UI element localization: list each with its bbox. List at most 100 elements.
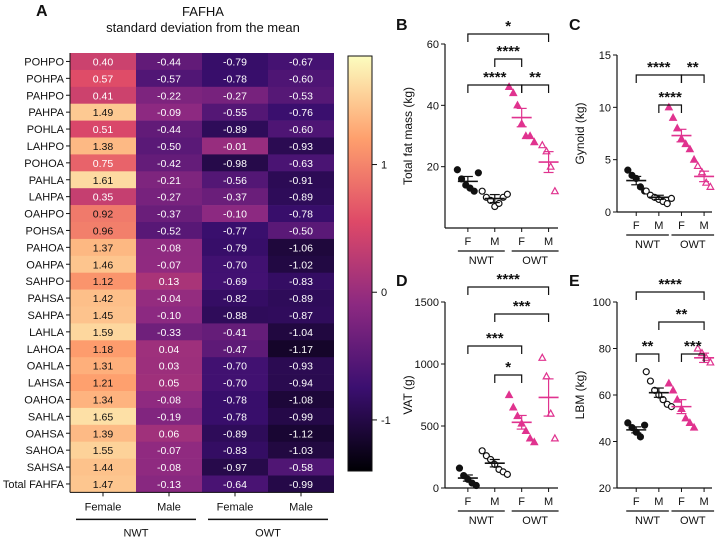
cell-value: -1.02 [289, 259, 313, 271]
data-point [537, 140, 547, 149]
x-tick-label: F [518, 236, 525, 248]
y-tick-label: 15 [599, 50, 611, 62]
cell-value: -0.87 [289, 310, 313, 322]
heatmap-cell [70, 188, 136, 206]
heatmap-cell [202, 255, 268, 273]
heatmap-cell [202, 86, 268, 104]
cell-value: 1.59 [93, 327, 114, 339]
cell-value: -0.53 [289, 90, 313, 102]
heatmap-cell [268, 407, 334, 426]
y-tick-label: 40 [599, 437, 611, 449]
data-point [642, 368, 650, 376]
significance-label: ** [676, 306, 688, 323]
cell-value: -0.60 [289, 124, 313, 136]
cell-value: -0.01 [223, 141, 247, 153]
row-label: Total FAHFA [3, 479, 65, 491]
y-tick-label: 0 [433, 483, 439, 495]
heatmap-cell [202, 188, 268, 206]
cell-value: 1.37 [93, 242, 114, 254]
heatmap-cell [70, 391, 136, 409]
heatmap-cell [268, 238, 334, 257]
row-label: SAHSA [27, 462, 65, 474]
x-tick-label: F [633, 496, 640, 508]
cell-value: -0.50 [289, 225, 313, 237]
significance-label: **** [497, 271, 521, 288]
cell-value: -0.27 [223, 90, 247, 102]
heatmap-cell [202, 340, 268, 358]
data-point [624, 166, 632, 174]
heatmap-cell [202, 222, 268, 240]
y-tick-label: 0 [605, 207, 611, 219]
heatmap-cell [202, 407, 268, 426]
cell-value: -0.08 [157, 242, 181, 254]
heatmap-cell [268, 441, 334, 459]
column-label: Female [217, 501, 254, 513]
panel-letter: B [396, 17, 408, 34]
heatmap-cell [202, 323, 268, 341]
heatmap-cell [70, 475, 136, 493]
cell-value: 0.40 [93, 56, 114, 68]
data-point [478, 447, 486, 455]
heatmap-cell [202, 374, 268, 392]
cell-value: 0.41 [93, 90, 114, 102]
heatmap-cell [136, 69, 202, 88]
heatmap-cell [136, 374, 202, 392]
cell-value: 1.47 [93, 479, 114, 491]
cell-value: 0.92 [93, 209, 114, 221]
heatmap-cell [70, 171, 136, 189]
cell-value: 0.03 [159, 361, 180, 373]
significance-bracket [494, 374, 523, 383]
cell-value: -0.88 [223, 310, 247, 322]
x-tick-label: F [465, 236, 472, 248]
cell-value: -0.44 [157, 124, 181, 136]
data-point [474, 169, 482, 177]
row-label: POHPO [24, 56, 64, 68]
cell-value: -0.99 [289, 411, 313, 423]
significance-bracket [635, 74, 683, 83]
cell-value: 0.06 [159, 428, 180, 440]
data-point [478, 187, 486, 195]
data-point [472, 481, 480, 490]
significance-label: ** [642, 338, 654, 355]
cell-value: 1.12 [93, 276, 114, 288]
significance-label: *** [513, 298, 531, 315]
data-point [521, 426, 531, 435]
group-label: OWT [522, 255, 548, 267]
row-label: POHSA [25, 225, 64, 237]
heatmap-cell [202, 289, 268, 307]
heatmap-cell [136, 441, 202, 459]
heatmap-cell [70, 137, 136, 155]
heatmap-cell [136, 424, 202, 442]
cell-value: -0.91 [289, 175, 313, 187]
cell-value: 0.96 [93, 225, 114, 237]
cell-value: -0.55 [223, 107, 247, 119]
heatmap-cell [202, 441, 268, 459]
heatmap-cell [70, 441, 136, 459]
heatmap-cell [136, 323, 202, 341]
cell-value: -0.56 [223, 175, 247, 187]
heatmap-cell [136, 357, 202, 375]
heatmap-cell [70, 255, 136, 273]
y-axis-label: Gynoid (kg) [573, 102, 587, 164]
significance-label: **** [658, 89, 682, 106]
x-tick-label: F [518, 496, 525, 508]
y-tick-label: 10 [599, 102, 611, 114]
cell-value: -0.08 [157, 394, 181, 406]
heatmap-cell [268, 255, 334, 273]
heatmap-cell [70, 323, 136, 341]
cell-value: -0.57 [157, 73, 181, 85]
cell-value: 1.42 [93, 293, 114, 305]
heatmap-cell [268, 340, 334, 358]
heatmap-cell [136, 222, 202, 240]
row-label: OAHOA [24, 394, 64, 406]
heatmap-cell [136, 205, 202, 223]
heatmap-cell [268, 137, 334, 155]
heatmap-cell [268, 171, 334, 189]
cell-value: 0.57 [93, 73, 114, 85]
heatmap-cell [70, 458, 136, 476]
heatmap-cell [202, 357, 268, 375]
cell-value: 1.44 [93, 462, 114, 474]
cell-value: -0.78 [223, 411, 247, 423]
cell-value: -0.76 [289, 107, 313, 119]
row-label: PAHPO [26, 90, 64, 102]
